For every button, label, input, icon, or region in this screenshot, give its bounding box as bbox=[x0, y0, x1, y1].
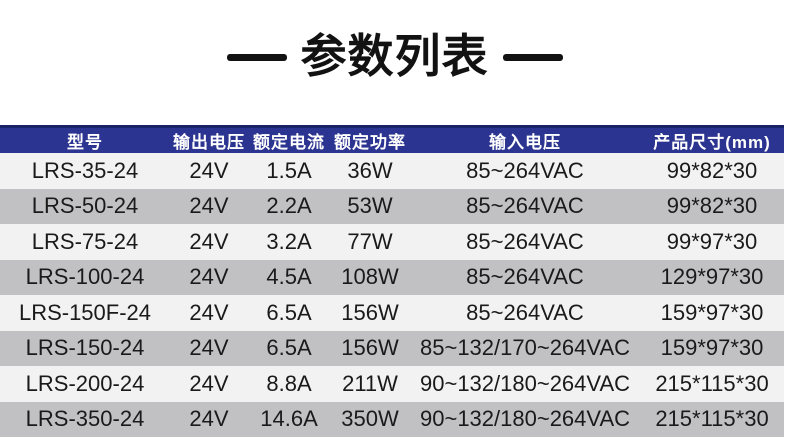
cell-input-voltage: 90~132/180~264VAC bbox=[420, 406, 630, 432]
cell-input-voltage: 85~264VAC bbox=[466, 264, 584, 290]
cell-model: LRS-150-24 bbox=[25, 335, 145, 361]
cell-rated-current: 8.8A bbox=[266, 370, 312, 396]
cell-rated-power: 108W bbox=[341, 264, 399, 290]
table-row: LRS-50-24 24V 2.2A 53W 85~264VAC 99*82*3… bbox=[0, 188, 784, 224]
cell-output-voltage: 24V bbox=[189, 299, 229, 325]
cell-dimensions: 99*97*30 bbox=[666, 228, 758, 254]
cell-model: LRS-35-24 bbox=[31, 157, 139, 183]
table-row: LRS-35-24 24V 1.5A 36W 85~264VAC 99*82*3… bbox=[0, 153, 784, 189]
table-row: LRS-100-24 24V 4.5A 108W 85~264VAC 129*9… bbox=[0, 259, 784, 295]
cell-rated-current: 6.5A bbox=[266, 335, 312, 361]
cell-rated-power: 156W bbox=[341, 299, 399, 325]
table-row: LRS-200-24 24V 8.8A 211W 90~132/180~264V… bbox=[0, 366, 784, 402]
cell-rated-current: 14.6A bbox=[260, 406, 318, 432]
cell-input-voltage: 85~264VAC bbox=[466, 157, 584, 183]
cell-dimensions: 215*115*30 bbox=[655, 406, 769, 432]
cell-output-voltage: 24V bbox=[189, 406, 229, 432]
cell-rated-current: 3.2A bbox=[266, 228, 312, 254]
column-header-rated-current: 额定电流 bbox=[253, 133, 325, 152]
cell-output-voltage: 24V bbox=[189, 193, 229, 219]
cell-rated-power: 211W bbox=[342, 370, 398, 396]
cell-output-voltage: 24V bbox=[189, 370, 229, 396]
cell-model: LRS-350-24 bbox=[25, 406, 145, 432]
column-header-output-voltage: 输出电压 bbox=[173, 133, 245, 152]
column-header-dimensions: 产品尺寸(mm) bbox=[653, 133, 771, 152]
cell-dimensions: 99*82*30 bbox=[666, 157, 758, 183]
cell-input-voltage: 90~132/180~264VAC bbox=[420, 370, 630, 396]
table-row: LRS-350-24 24V 14.6A 350W 90~132/180~264… bbox=[0, 401, 784, 437]
page-title-block: 参数列表 bbox=[0, 26, 789, 88]
column-header-input-voltage: 输入电压 bbox=[489, 133, 561, 152]
cell-rated-power: 36W bbox=[347, 157, 393, 183]
cell-input-voltage: 85~264VAC bbox=[466, 193, 584, 219]
cell-model: LRS-75-24 bbox=[31, 228, 139, 254]
cell-rated-current: 4.5A bbox=[266, 264, 312, 290]
cell-rated-current: 2.2A bbox=[266, 193, 312, 219]
cell-model: LRS-50-24 bbox=[31, 193, 139, 219]
cell-rated-power: 77W bbox=[347, 228, 393, 254]
cell-model: LRS-200-24 bbox=[25, 370, 145, 396]
title-dash-left bbox=[226, 53, 287, 61]
cell-rated-power: 350W bbox=[341, 406, 399, 432]
cell-dimensions: 159*97*30 bbox=[660, 299, 764, 325]
cell-output-voltage: 24V bbox=[189, 335, 229, 361]
cell-dimensions: 129*97*30 bbox=[660, 264, 764, 290]
cell-dimensions: 159*97*30 bbox=[660, 335, 764, 361]
column-header-model: 型号 bbox=[67, 133, 103, 152]
cell-output-voltage: 24V bbox=[189, 157, 229, 183]
cell-rated-power: 156W bbox=[341, 335, 399, 361]
table-row: LRS-150-24 24V 6.5A 156W 85~132/170~264V… bbox=[0, 330, 784, 366]
cell-dimensions: 99*82*30 bbox=[666, 193, 758, 219]
cell-model: LRS-100-24 bbox=[25, 264, 145, 290]
table-row: LRS-75-24 24V 3.2A 77W 85~264VAC 99*97*3… bbox=[0, 224, 784, 260]
cell-input-voltage: 85~264VAC bbox=[466, 228, 584, 254]
title-dash-right bbox=[502, 53, 563, 61]
cell-output-voltage: 24V bbox=[189, 228, 229, 254]
cell-dimensions: 215*115*30 bbox=[655, 370, 769, 396]
column-header-rated-power: 额定功率 bbox=[334, 133, 406, 152]
cell-rated-current: 1.5A bbox=[266, 157, 312, 183]
page-title: 参数列表 bbox=[300, 30, 489, 83]
cell-rated-power: 53W bbox=[347, 193, 393, 219]
spec-table: 型号 输出电压 额定电流 额定功率 输入电压 产品尺寸(mm) LRS-35-2… bbox=[0, 125, 784, 437]
cell-output-voltage: 24V bbox=[189, 264, 229, 290]
table-header-row: 型号 输出电压 额定电流 额定功率 输入电压 产品尺寸(mm) bbox=[0, 126, 784, 153]
table-row: LRS-150F-24 24V 6.5A 156W 85~264VAC 159*… bbox=[0, 295, 784, 331]
cell-rated-current: 6.5A bbox=[266, 299, 312, 325]
cell-input-voltage: 85~132/170~264VAC bbox=[420, 335, 630, 361]
cell-model: LRS-150F-24 bbox=[18, 299, 152, 325]
cell-input-voltage: 85~264VAC bbox=[466, 299, 584, 325]
